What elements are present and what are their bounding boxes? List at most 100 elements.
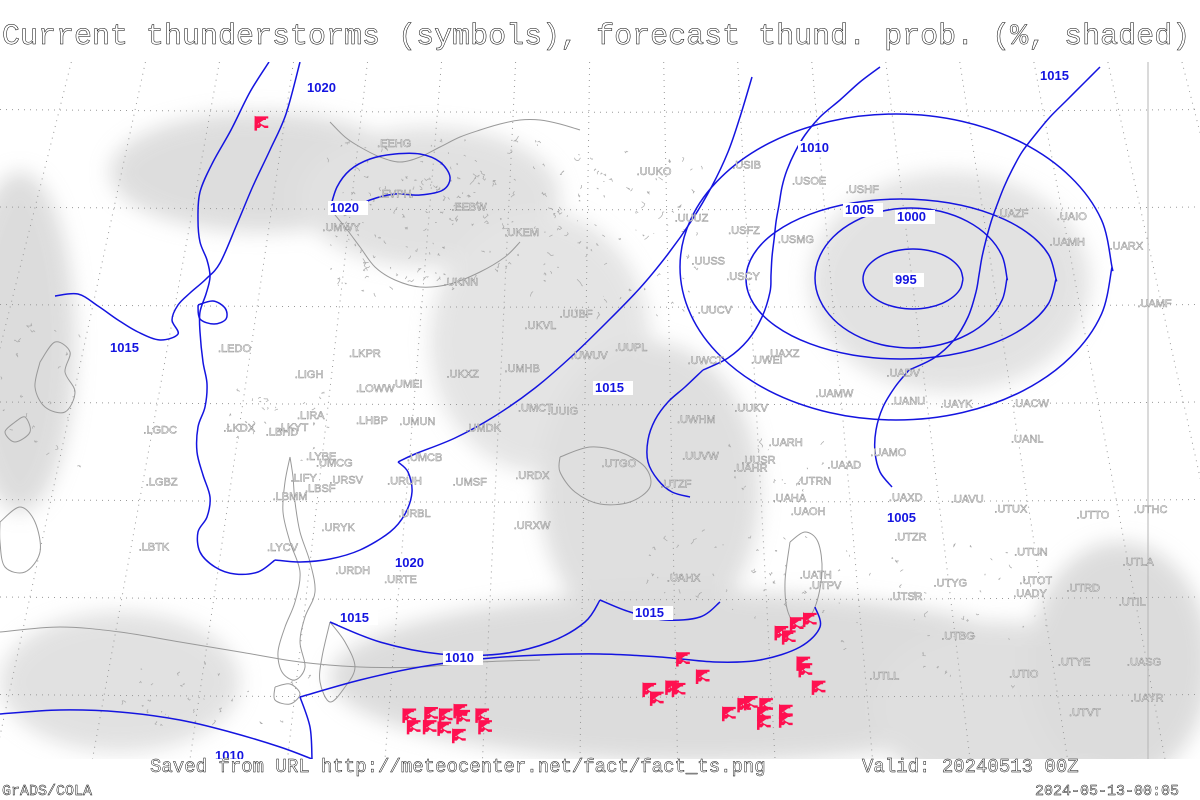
- svg-text:.LBTK: .LBTK: [139, 542, 170, 554]
- svg-text:.UAMO: .UAMO: [870, 447, 907, 459]
- svg-text:.UUPL: .UUPL: [615, 342, 647, 354]
- svg-text:.UTUN: .UTUN: [1014, 546, 1048, 558]
- svg-text:995: 995: [895, 272, 917, 287]
- svg-text:.UANU: .UANU: [891, 395, 925, 407]
- svg-text:1015: 1015: [595, 380, 624, 395]
- svg-text:.UAYR: .UAYR: [1131, 693, 1164, 705]
- svg-text:.UTRN: .UTRN: [798, 475, 832, 487]
- svg-text:.UAXD: .UAXD: [889, 492, 923, 504]
- svg-text:.UAIO: .UAIO: [1057, 211, 1087, 223]
- svg-text:.URYK: .URYK: [321, 522, 355, 534]
- svg-text:1005: 1005: [845, 202, 874, 217]
- svg-text:.UTUX: .UTUX: [994, 503, 1028, 515]
- svg-text:.UTIL: .UTIL: [1119, 597, 1146, 609]
- svg-text:.UKNN: .UKNN: [444, 276, 478, 288]
- svg-text:.LEDO: .LEDO: [218, 343, 251, 355]
- svg-text:.UUBF: .UUBF: [560, 308, 593, 320]
- svg-text:.URBL: .URBL: [398, 508, 430, 520]
- svg-text:.UTPV: .UTPV: [809, 580, 842, 592]
- svg-text:.EVPH: .EVPH: [379, 189, 412, 201]
- svg-text:.LGBZ: .LGBZ: [146, 476, 178, 488]
- svg-text:1015: 1015: [340, 610, 369, 625]
- svg-text:.URTE: .URTE: [384, 574, 417, 586]
- svg-text:.UUCV: .UUCV: [698, 304, 733, 316]
- svg-text:.UWUV: .UWUV: [571, 350, 608, 362]
- svg-text:1005: 1005: [887, 510, 916, 525]
- svg-text:.USHF: .USHF: [846, 184, 879, 196]
- svg-text:.UTLA: .UTLA: [1123, 557, 1155, 569]
- svg-text:.LHBP: .LHBP: [356, 415, 388, 427]
- svg-text:.UTOT: .UTOT: [1019, 575, 1052, 587]
- svg-text:1020: 1020: [330, 200, 359, 215]
- svg-text:.UTHC: .UTHC: [1134, 504, 1168, 516]
- svg-text:.UMDK: .UMDK: [466, 423, 502, 435]
- svg-text:.URUH: .URUH: [387, 476, 422, 488]
- svg-text:.URXW: .URXW: [514, 520, 551, 532]
- svg-text:.LIGH: .LIGH: [295, 369, 324, 381]
- svg-text:.UMSF: .UMSF: [453, 477, 488, 489]
- svg-text:.UAHX: .UAHX: [667, 573, 701, 585]
- svg-text:.UTIO: .UTIO: [1009, 669, 1039, 681]
- svg-text:.UWHM: .UWHM: [677, 414, 716, 426]
- svg-text:.UMCB: .UMCB: [407, 452, 442, 464]
- svg-text:.UTBG: .UTBG: [941, 630, 975, 642]
- svg-text:.UUSS: .UUSS: [691, 256, 725, 268]
- svg-text:1015: 1015: [110, 340, 139, 355]
- svg-text:.UTRD: .UTRD: [1066, 582, 1100, 594]
- svg-text:.UUIG: .UUIG: [548, 406, 579, 418]
- svg-text:.UAHR: .UAHR: [733, 462, 767, 474]
- svg-text:.UAAD: .UAAD: [827, 459, 861, 471]
- svg-text:.UMHB: .UMHB: [504, 363, 539, 375]
- svg-text:.LBMM: .LBMM: [273, 491, 308, 503]
- svg-text:1020: 1020: [395, 555, 424, 570]
- svg-text:.UTGO: .UTGO: [601, 458, 636, 470]
- svg-text:.UUKO: .UUKO: [637, 166, 672, 178]
- svg-text:.LGDC: .LGDC: [143, 425, 177, 437]
- svg-text:.LIRA: .LIRA: [297, 410, 325, 422]
- svg-text:.UARH: .UARH: [769, 437, 803, 449]
- svg-text:.UKVL: .UKVL: [524, 320, 556, 332]
- svg-text:.UAHA: .UAHA: [773, 493, 807, 505]
- svg-text:1000: 1000: [897, 209, 926, 224]
- svg-text:.UTVT: .UTVT: [1069, 707, 1101, 719]
- svg-text:.UASG: .UASG: [1127, 656, 1161, 668]
- svg-text:.UTYE: .UTYE: [1058, 657, 1090, 669]
- svg-text:.UTZF: .UTZF: [660, 478, 691, 490]
- svg-text:.UAYK: .UAYK: [940, 398, 973, 410]
- svg-text:.URDH: .URDH: [335, 565, 370, 577]
- svg-text:1015: 1015: [1040, 68, 1069, 83]
- svg-text:.EEHG: .EEHG: [377, 138, 411, 150]
- svg-text:.UAMH: .UAMH: [1050, 237, 1086, 249]
- svg-text:1010: 1010: [445, 650, 474, 665]
- svg-text:1010: 1010: [800, 140, 829, 155]
- svg-text:.LOWW: .LOWW: [356, 383, 395, 395]
- svg-text:.UAZF: .UAZF: [997, 208, 1029, 220]
- svg-text:.UTSR: .UTSR: [890, 591, 923, 603]
- svg-text:.UUKV: .UUKV: [734, 403, 768, 415]
- svg-text:.UKEM: .UKEM: [504, 227, 539, 239]
- svg-text:.UAVU: .UAVU: [951, 493, 984, 505]
- svg-text:.USMG: .USMG: [778, 234, 814, 246]
- svg-text:.UAMF: .UAMF: [1137, 298, 1172, 310]
- svg-text:.UANL: .UANL: [1011, 434, 1043, 446]
- svg-text:.UTLL: .UTLL: [869, 671, 899, 683]
- svg-text:.LBSF: .LBSF: [305, 483, 336, 495]
- svg-text:.UARX: .UARX: [1110, 241, 1144, 253]
- svg-text:.UAOH: .UAOH: [791, 506, 826, 518]
- svg-text:.LBHD: .LBHD: [266, 427, 298, 439]
- svg-text:1020: 1020: [307, 80, 336, 95]
- svg-text:.UTZR: .UTZR: [894, 531, 926, 543]
- svg-text:.UKXZ: .UKXZ: [447, 369, 480, 381]
- svg-text:.EEBW: .EEBW: [451, 202, 487, 214]
- svg-text:.USOE: .USOE: [792, 176, 826, 188]
- svg-text:.USFZ: .USFZ: [728, 225, 760, 237]
- svg-text:.UADV: .UADV: [886, 368, 920, 380]
- svg-text:.UWCT: .UWCT: [688, 355, 724, 367]
- svg-text:.LYCV: .LYCV: [267, 542, 299, 554]
- svg-text:.USCY: .USCY: [726, 271, 760, 283]
- svg-text:.UMEI: .UMEI: [392, 379, 423, 391]
- svg-text:.UTYG: .UTYG: [934, 578, 968, 590]
- svg-text:.UMUN: .UMUN: [399, 416, 435, 428]
- svg-text:.UACW: .UACW: [1012, 398, 1049, 410]
- svg-text:1015: 1015: [635, 605, 664, 620]
